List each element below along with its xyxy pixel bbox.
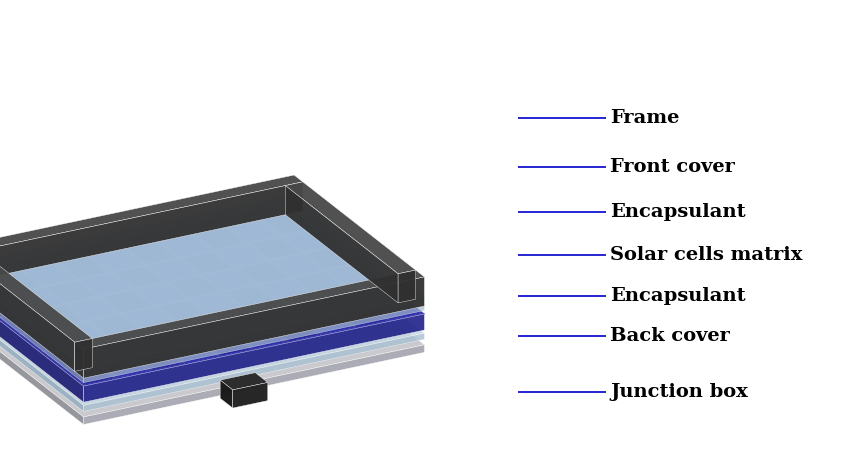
Polygon shape: [233, 383, 268, 408]
Polygon shape: [0, 304, 83, 411]
Polygon shape: [0, 295, 27, 317]
Polygon shape: [83, 333, 424, 411]
Polygon shape: [158, 300, 207, 322]
Polygon shape: [270, 320, 319, 341]
Polygon shape: [338, 306, 387, 327]
Text: Encapsulant: Encapsulant: [610, 286, 745, 304]
Text: Frame: Frame: [610, 110, 679, 128]
Polygon shape: [184, 252, 231, 273]
Polygon shape: [196, 228, 244, 249]
Polygon shape: [286, 230, 334, 252]
Polygon shape: [94, 250, 142, 271]
Polygon shape: [316, 289, 365, 310]
Polygon shape: [252, 238, 300, 259]
Polygon shape: [167, 342, 216, 363]
Polygon shape: [264, 214, 312, 235]
Polygon shape: [146, 325, 195, 346]
Polygon shape: [128, 242, 176, 264]
Polygon shape: [13, 288, 61, 309]
Polygon shape: [0, 194, 424, 368]
Polygon shape: [90, 315, 139, 336]
Polygon shape: [83, 296, 424, 373]
Polygon shape: [137, 284, 185, 305]
Polygon shape: [162, 235, 210, 256]
Text: Encapsulant: Encapsulant: [610, 203, 745, 221]
Polygon shape: [0, 202, 424, 377]
Polygon shape: [398, 270, 416, 303]
Polygon shape: [0, 243, 424, 417]
Polygon shape: [0, 182, 303, 283]
Polygon shape: [75, 339, 93, 371]
Polygon shape: [103, 291, 151, 312]
Polygon shape: [218, 245, 265, 266]
Polygon shape: [124, 308, 173, 329]
Polygon shape: [149, 260, 197, 281]
Polygon shape: [0, 231, 424, 405]
Text: Junction box: Junction box: [610, 383, 748, 401]
Polygon shape: [83, 304, 424, 383]
Polygon shape: [230, 221, 278, 242]
Polygon shape: [372, 299, 421, 320]
Polygon shape: [171, 277, 219, 298]
Polygon shape: [0, 275, 83, 383]
Polygon shape: [304, 313, 353, 334]
Polygon shape: [0, 212, 424, 386]
Polygon shape: [133, 349, 182, 370]
Polygon shape: [295, 272, 343, 293]
Polygon shape: [202, 335, 250, 356]
Polygon shape: [44, 347, 92, 368]
Text: Front cover: Front cover: [610, 158, 734, 176]
Polygon shape: [112, 332, 161, 353]
Polygon shape: [81, 274, 129, 295]
Polygon shape: [248, 303, 297, 324]
Polygon shape: [65, 363, 114, 385]
Text: Back cover: Back cover: [610, 327, 730, 345]
Polygon shape: [0, 278, 5, 299]
Polygon shape: [220, 380, 233, 408]
Polygon shape: [261, 279, 309, 300]
Polygon shape: [0, 271, 39, 292]
Polygon shape: [83, 314, 424, 402]
Polygon shape: [0, 251, 93, 342]
Polygon shape: [0, 284, 83, 402]
Polygon shape: [180, 317, 229, 339]
Polygon shape: [0, 266, 83, 373]
Polygon shape: [22, 330, 71, 351]
Polygon shape: [227, 286, 275, 307]
Polygon shape: [236, 327, 284, 348]
Polygon shape: [83, 345, 424, 424]
Polygon shape: [307, 247, 355, 269]
Polygon shape: [115, 267, 163, 288]
Polygon shape: [83, 277, 424, 378]
Polygon shape: [193, 293, 241, 315]
Polygon shape: [286, 185, 398, 303]
Polygon shape: [75, 270, 424, 349]
Polygon shape: [273, 255, 321, 276]
Polygon shape: [282, 296, 331, 317]
Polygon shape: [205, 269, 253, 291]
Polygon shape: [0, 315, 83, 424]
Polygon shape: [78, 339, 127, 361]
Polygon shape: [220, 373, 268, 390]
Polygon shape: [351, 282, 399, 303]
Polygon shape: [0, 254, 75, 371]
Polygon shape: [239, 262, 287, 283]
Text: Solar cells matrix: Solar cells matrix: [610, 246, 802, 264]
Polygon shape: [47, 281, 95, 302]
Polygon shape: [35, 305, 82, 326]
Polygon shape: [99, 356, 148, 377]
Polygon shape: [26, 264, 73, 285]
Polygon shape: [286, 182, 416, 274]
Polygon shape: [329, 264, 377, 286]
Polygon shape: [56, 322, 105, 343]
Polygon shape: [0, 175, 303, 254]
Polygon shape: [214, 310, 263, 331]
Polygon shape: [69, 298, 117, 319]
Polygon shape: [75, 342, 83, 378]
Polygon shape: [60, 257, 108, 278]
Polygon shape: [0, 313, 48, 334]
